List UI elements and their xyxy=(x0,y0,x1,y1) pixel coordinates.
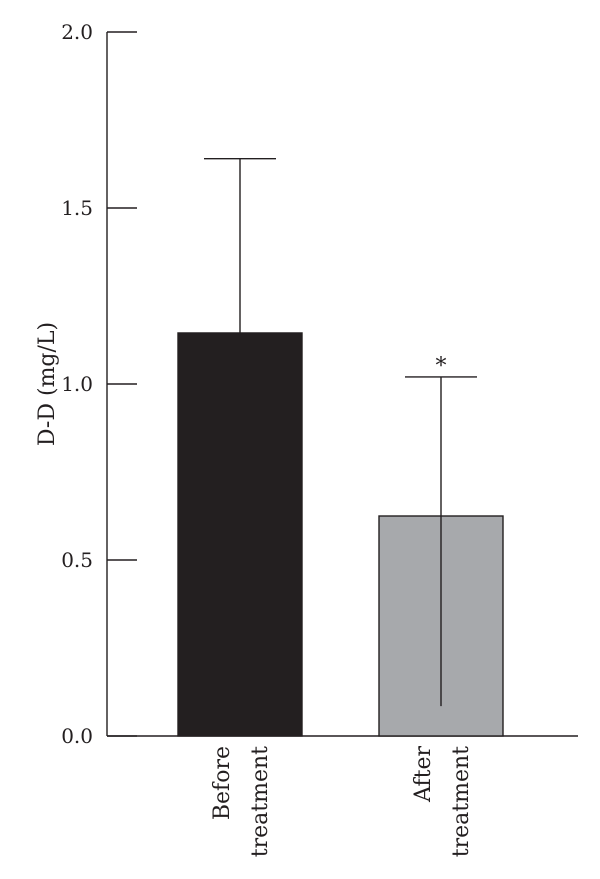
x-tick-label: After xyxy=(411,746,436,804)
y-tick-label: 0.5 xyxy=(61,548,93,572)
x-tick-label: treatment xyxy=(449,746,474,857)
annotations: * xyxy=(436,354,447,379)
error-bars xyxy=(204,158,477,707)
x-tick-label-group: Before treatment xyxy=(210,746,273,857)
x-tick-label-group: After treatment xyxy=(411,746,474,858)
significance-marker: * xyxy=(436,354,447,379)
x-tick-label: Before xyxy=(210,746,235,820)
y-axis-label: D-D (mg/L) xyxy=(35,322,60,446)
x-tick-label: treatment xyxy=(248,746,273,857)
x-tick-labels: Before treatment After treatment xyxy=(210,746,474,858)
bar-0 xyxy=(177,332,303,737)
bars xyxy=(177,332,504,737)
y-tick-label: 0.0 xyxy=(61,724,93,748)
y-tick-label: 1.5 xyxy=(61,196,93,220)
y-tick-label: 1.0 xyxy=(61,372,93,396)
y-ticks: 0.0 0.5 1.0 1.5 2.0 xyxy=(61,20,137,748)
y-tick-label: 2.0 xyxy=(61,20,93,44)
